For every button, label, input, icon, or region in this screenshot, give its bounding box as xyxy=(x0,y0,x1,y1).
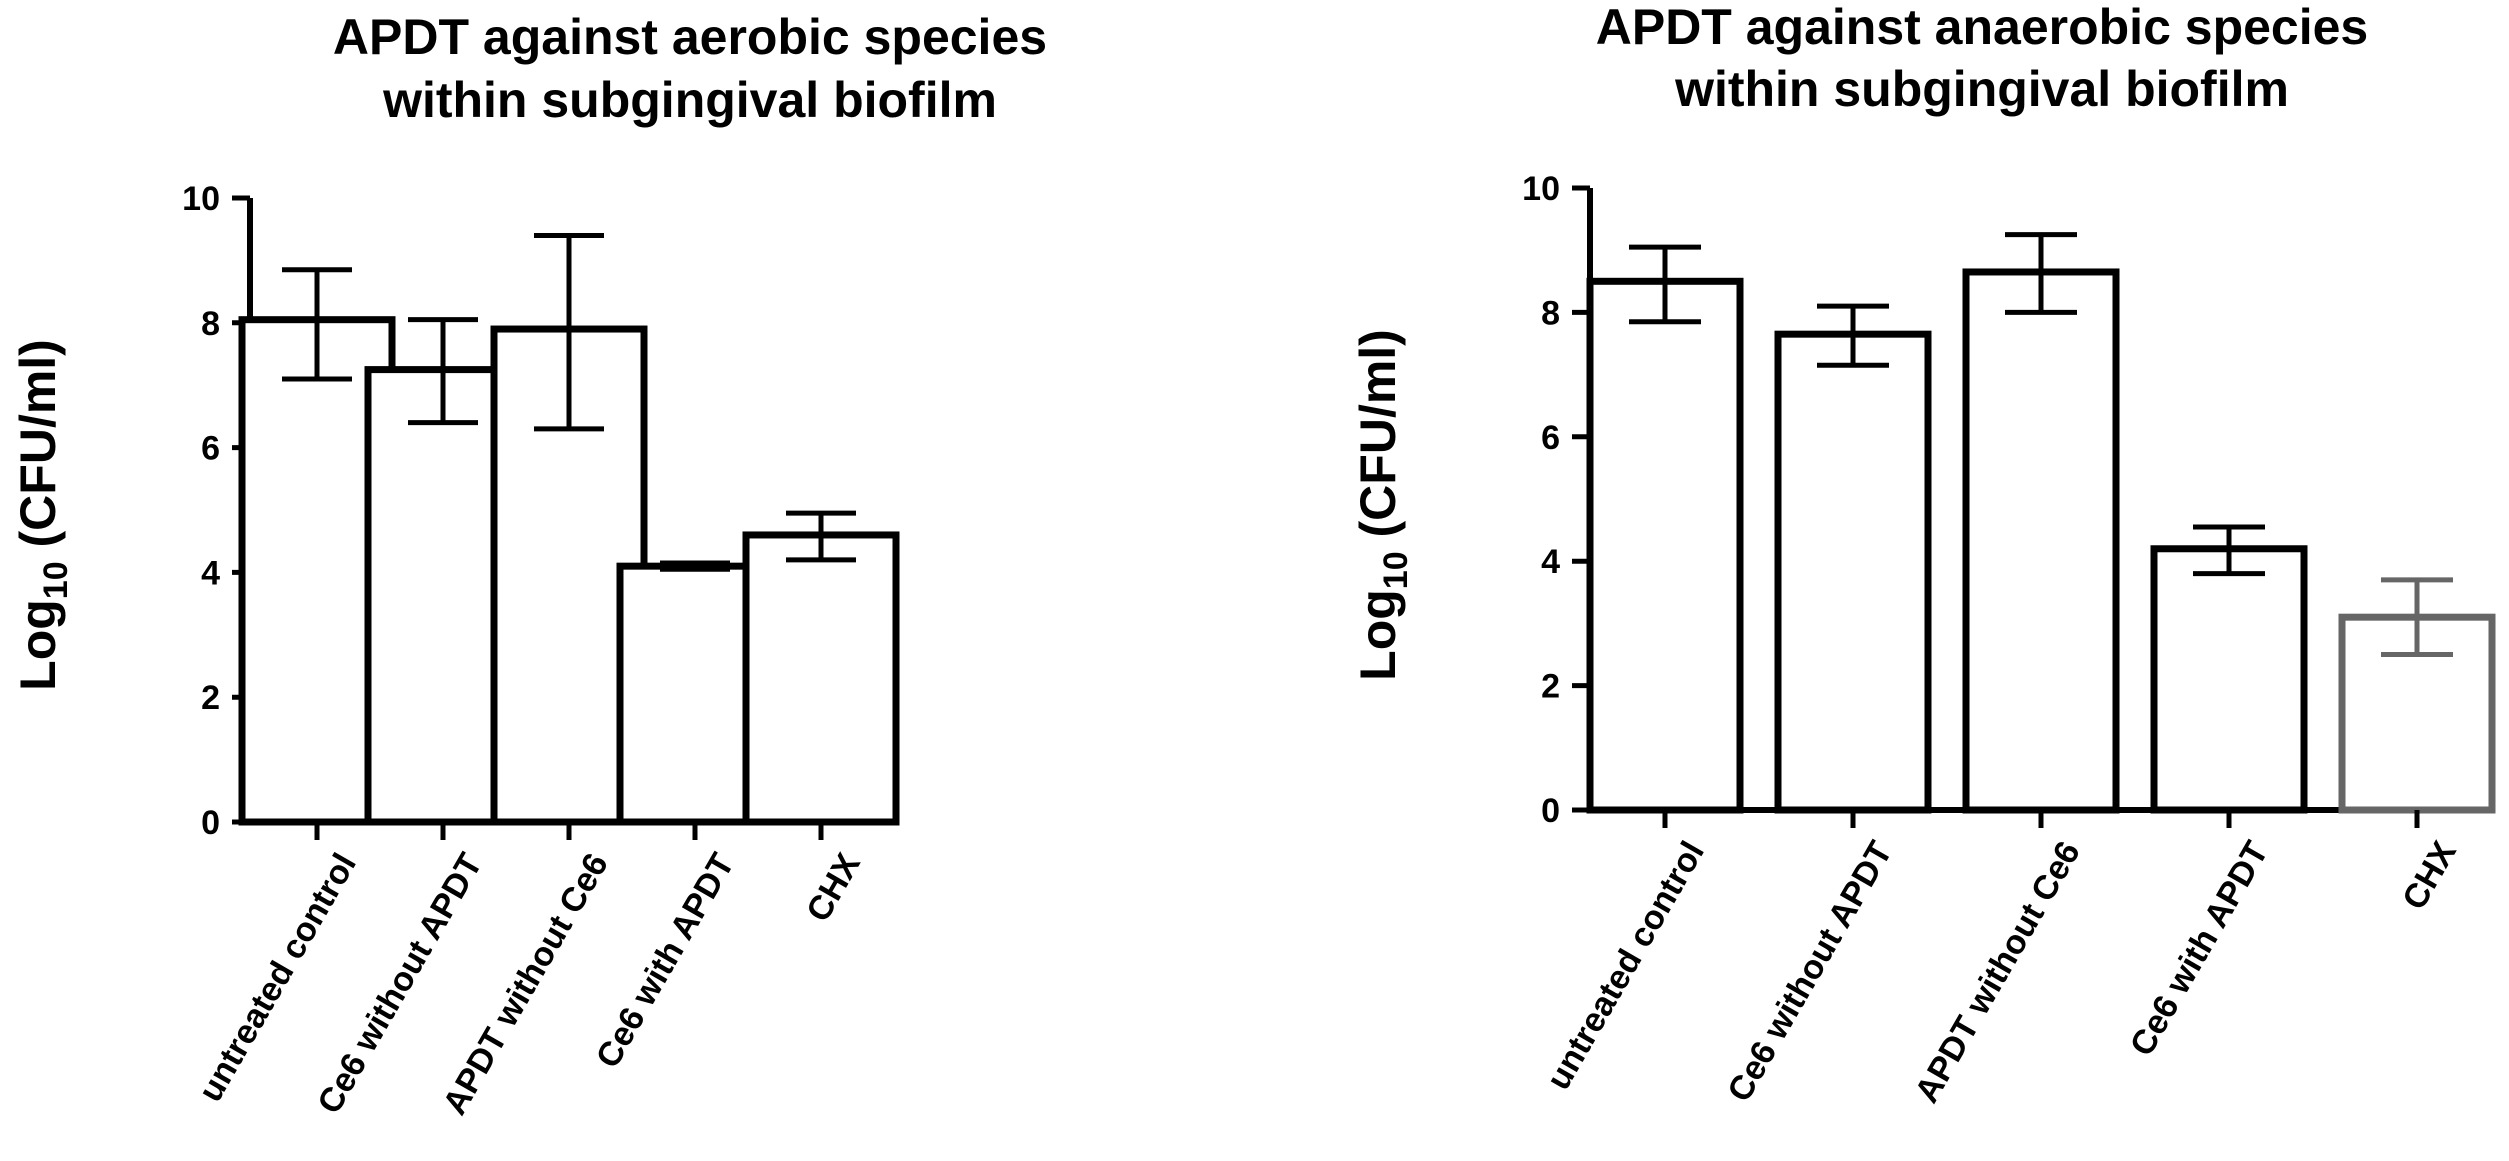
y-tick-label: 4 xyxy=(1541,543,1560,581)
error-bars xyxy=(282,232,856,572)
chart-aerobic: APDT against aerobic species within subg… xyxy=(10,9,1047,1121)
y-tick-label: 0 xyxy=(1541,792,1560,830)
y-ticks: 0 2 4 6 8 10 xyxy=(1522,170,1590,830)
y-tick-label: 6 xyxy=(1541,419,1560,457)
y-axis-label: Log10 (CFU/ml) xyxy=(1350,329,1415,681)
bar xyxy=(1774,330,1932,814)
y-tick-label: 0 xyxy=(201,804,220,842)
category-label: CHX xyxy=(799,847,868,928)
y-tick-label: 4 xyxy=(201,554,220,592)
category-label: Ce6 with APDT xyxy=(589,847,742,1075)
y-tick-label: 6 xyxy=(201,430,220,468)
y-tick-label: 2 xyxy=(1541,668,1560,706)
category-label: CHX xyxy=(2395,835,2464,916)
bars xyxy=(1586,268,2496,814)
category-label: Ce6 without APDT xyxy=(1720,835,1900,1108)
y-tick-label: 8 xyxy=(1541,294,1560,332)
category-label: untreated control xyxy=(1539,835,1712,1096)
error-bars xyxy=(1629,232,2453,657)
bars xyxy=(238,316,900,826)
y-tick-label: 2 xyxy=(201,679,220,717)
bar xyxy=(1586,277,1744,814)
chart-title-line-1: APDT against aerobic species xyxy=(333,9,1047,65)
bar xyxy=(2150,545,2308,814)
category-label: Ce6 with APDT xyxy=(2123,835,2276,1063)
bar xyxy=(1962,268,2120,814)
chart-anaerobic: APDT against anaerobic species within su… xyxy=(1350,0,2496,1109)
chart-title-line-2: within subgingival biofilm xyxy=(382,72,997,128)
bar xyxy=(742,531,900,826)
y-axis-label: Log10 (CFU/ml) xyxy=(10,339,75,691)
chart-title-line-1: APDT against anaerobic species xyxy=(1596,0,2369,55)
y-tick-label: 10 xyxy=(1522,170,1560,208)
y-tick-label: 8 xyxy=(201,305,220,343)
chart-title-line-2: within subgingival biofilm xyxy=(1674,61,2289,117)
category-label: APDT without Ce6 xyxy=(1908,835,2088,1109)
y-tick-label: 10 xyxy=(182,180,220,218)
